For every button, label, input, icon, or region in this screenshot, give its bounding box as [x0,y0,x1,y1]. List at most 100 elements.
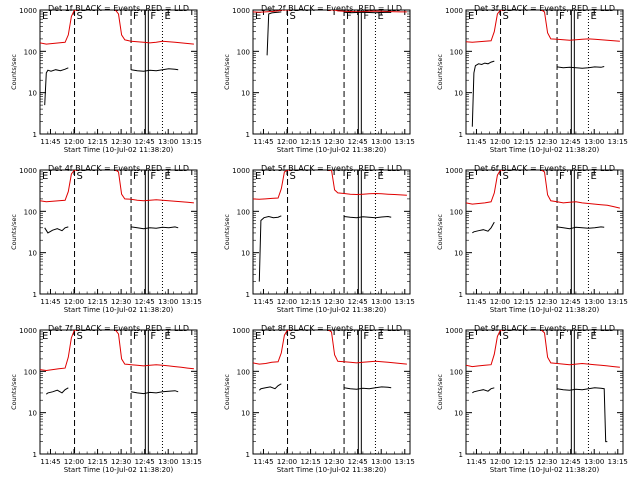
x-tick-label: 13:15 [395,298,415,306]
series-lld-segment-1 [253,170,291,200]
x-tick-label: 13:15 [182,298,202,306]
marker-label: F [133,331,139,342]
panel-6: Det 6f BLACK = Events, RED = LLD 1 10 100 10… [436,164,628,314]
x-tick-label: 12:15 [87,138,107,146]
panel-title: Det 7f BLACK = Events, RED = LLD [48,324,189,333]
y-tick-label: 1 [246,131,250,139]
x-tick-label: 11:45 [40,298,60,306]
panel-8: Det 8f BLACK = Events, RED = LLD 1 10 100 10… [223,324,415,474]
series-events-segment-2 [557,226,605,230]
y-tick-label: 10 [454,90,463,98]
x-tick-label: 12:15 [513,298,533,306]
y-tick-label: 10 [454,250,463,258]
series-events-segment-1 [45,387,69,395]
series-events-segment-2 [344,215,392,219]
x-tick-label: 12:30 [324,298,344,306]
plot-frame [252,329,411,455]
x-tick-label: 12:00 [490,458,510,466]
series-lld-segment-1 [40,10,78,45]
y-tick-label: 100 [237,48,250,56]
x-tick-label: 11:45 [40,138,60,146]
marker-label: F [346,171,352,182]
x-tick-label: 12:00 [64,138,84,146]
y-tick-label: 1 [459,291,463,299]
series-lld-segment-2 [115,330,194,370]
marker-label: F [363,331,369,342]
series-lld-segment-2 [115,170,194,204]
series-events-segment-2 [131,68,179,72]
x-tick-label: 13:00 [584,458,604,466]
y-axis-label: Counts/sec [436,214,444,250]
x-tick-label: 12:45 [348,458,368,466]
y-tick-label: 1000 [445,327,463,335]
x-tick-label: 12:00 [277,298,297,306]
series-events-segment-2 [344,386,392,390]
panel-title: Det 4f BLACK = Events, RED = LLD [48,164,189,173]
series-lld-segment-2 [541,330,620,368]
series-lld-segment-2 [541,10,620,42]
x-axis-label: Start Time (10-Jul-02 11:38:20) [64,466,174,474]
y-tick-label: 10 [454,410,463,418]
y-tick-label: 100 [450,208,463,216]
series-events-segment-1 [44,226,69,234]
y-tick-label: 100 [450,368,463,376]
x-tick-label: 13:00 [371,298,391,306]
marker-label: S [290,331,296,342]
marker-label: S [77,171,83,182]
x-tick-label: 13:15 [608,138,628,146]
x-tick-label: 12:15 [513,138,533,146]
marker-label: E [255,171,261,182]
x-tick-label: 11:45 [253,138,273,146]
y-tick-label: 10 [241,90,250,98]
marker-label: F [559,171,565,182]
x-axis-label: Start Time (10-Jul-02 11:38:20) [277,306,387,314]
marker-label: F [346,331,352,342]
series-lld-segment-1 [253,10,291,13]
x-tick-label: 12:00 [277,138,297,146]
x-tick-label: 11:45 [253,458,273,466]
y-tick-label: 1 [246,291,250,299]
marker-label: E [468,11,474,22]
x-axis-label: Start Time (10-Jul-02 11:38:20) [277,466,387,474]
marker-label: E [377,11,383,22]
panel-title: Det 5f BLACK = Events, RED = LLD [261,164,402,173]
marker-label: F [150,331,156,342]
x-tick-label: 13:00 [584,138,604,146]
y-tick-label: 100 [24,48,37,56]
series-lld-segment-2 [541,170,621,209]
marker-label: F [576,171,582,182]
panel-2: Det 2f BLACK = Events, RED = LLD 1 10 100 10… [223,4,415,154]
plot-frame [465,329,624,455]
y-axis-label: Counts/sec [223,54,231,90]
marker-label: F [346,11,352,22]
panel-title: Det 6f BLACK = Events, RED = LLD [474,164,615,173]
y-tick-label: 1000 [232,7,250,15]
series-events-segment-1 [44,67,69,106]
x-tick-label: 12:30 [111,138,131,146]
x-tick-label: 12:15 [87,458,107,466]
x-tick-label: 12:00 [277,458,297,466]
y-tick-label: 1 [33,291,37,299]
marker-label: E [377,331,383,342]
x-tick-label: 12:30 [537,458,557,466]
y-tick-label: 10 [28,90,37,98]
y-tick-label: 1000 [19,167,37,175]
x-tick-label: 12:15 [300,138,320,146]
x-tick-label: 12:30 [324,458,344,466]
marker-label: F [559,11,565,22]
y-axis-label: Counts/sec [10,214,18,250]
x-tick-label: 13:00 [158,458,178,466]
marker-label: F [363,11,369,22]
y-axis-label: Counts/sec [10,374,18,410]
x-tick-label: 12:45 [561,458,581,466]
series-events-segment-1 [266,11,282,56]
x-tick-label: 13:00 [584,298,604,306]
panel-title: Det 1f BLACK = Events, RED = LLD [48,4,189,13]
series-events-segment-2 [131,390,179,395]
marker-label: E [590,171,596,182]
marker-label: E [42,331,48,342]
x-tick-label: 12:00 [64,298,84,306]
x-tick-label: 13:15 [182,458,202,466]
marker-label: S [503,331,509,342]
x-tick-label: 12:15 [513,458,533,466]
